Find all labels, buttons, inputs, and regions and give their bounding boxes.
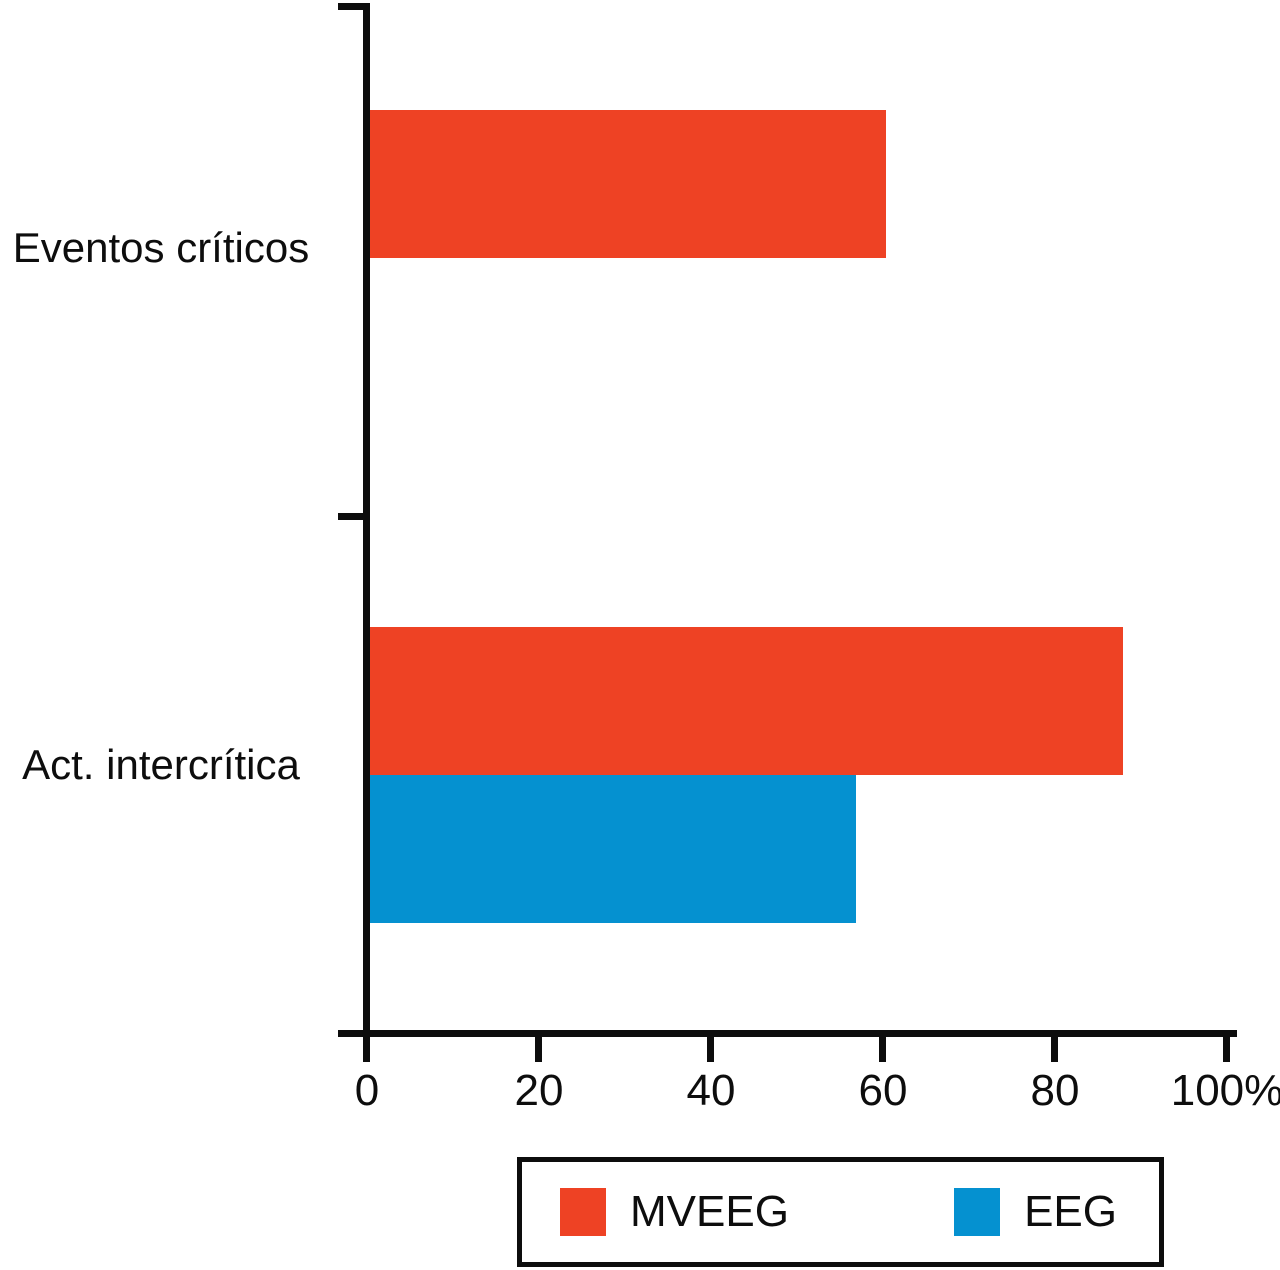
x-tick-label-20: 20 [514, 1066, 564, 1115]
x-axis-line [338, 1030, 1237, 1037]
legend-swatch-eeg [954, 1188, 1001, 1236]
x-tick-0 [363, 1030, 370, 1062]
legend-swatch-mveeg [560, 1188, 606, 1236]
legend-item-eeg: EEG [954, 1187, 1117, 1237]
legend-item-mveeg: MVEEG [560, 1187, 789, 1237]
bar-mveeg-2 [370, 627, 1123, 775]
y-axis-tick-middle [338, 513, 370, 520]
x-tick-40 [707, 1030, 714, 1062]
legend-label-eeg: EEG [1024, 1187, 1117, 1236]
x-tick-60 [879, 1030, 886, 1062]
legend: MVEEG EEG [517, 1157, 1164, 1267]
y-axis-tick-top [338, 3, 370, 10]
x-tick-label-100%: 100% [1170, 1066, 1280, 1115]
category-label-2: Act. intercrítica [22, 741, 300, 788]
x-tick-label-0: 0 [354, 1066, 380, 1115]
bar-eeg-2 [370, 775, 856, 923]
x-tick-label-40: 40 [686, 1066, 736, 1115]
x-tick-100% [1223, 1030, 1230, 1062]
y-axis-line [363, 3, 370, 1055]
x-tick-label-80: 80 [1030, 1066, 1080, 1115]
x-tick-label-60: 60 [858, 1066, 908, 1115]
x-tick-20 [535, 1030, 542, 1062]
category-label-1: Eventos críticos [12, 224, 310, 271]
x-tick-80 [1051, 1030, 1058, 1062]
legend-label-mveeg: MVEEG [630, 1187, 789, 1236]
bar-mveeg-1 [370, 110, 886, 258]
